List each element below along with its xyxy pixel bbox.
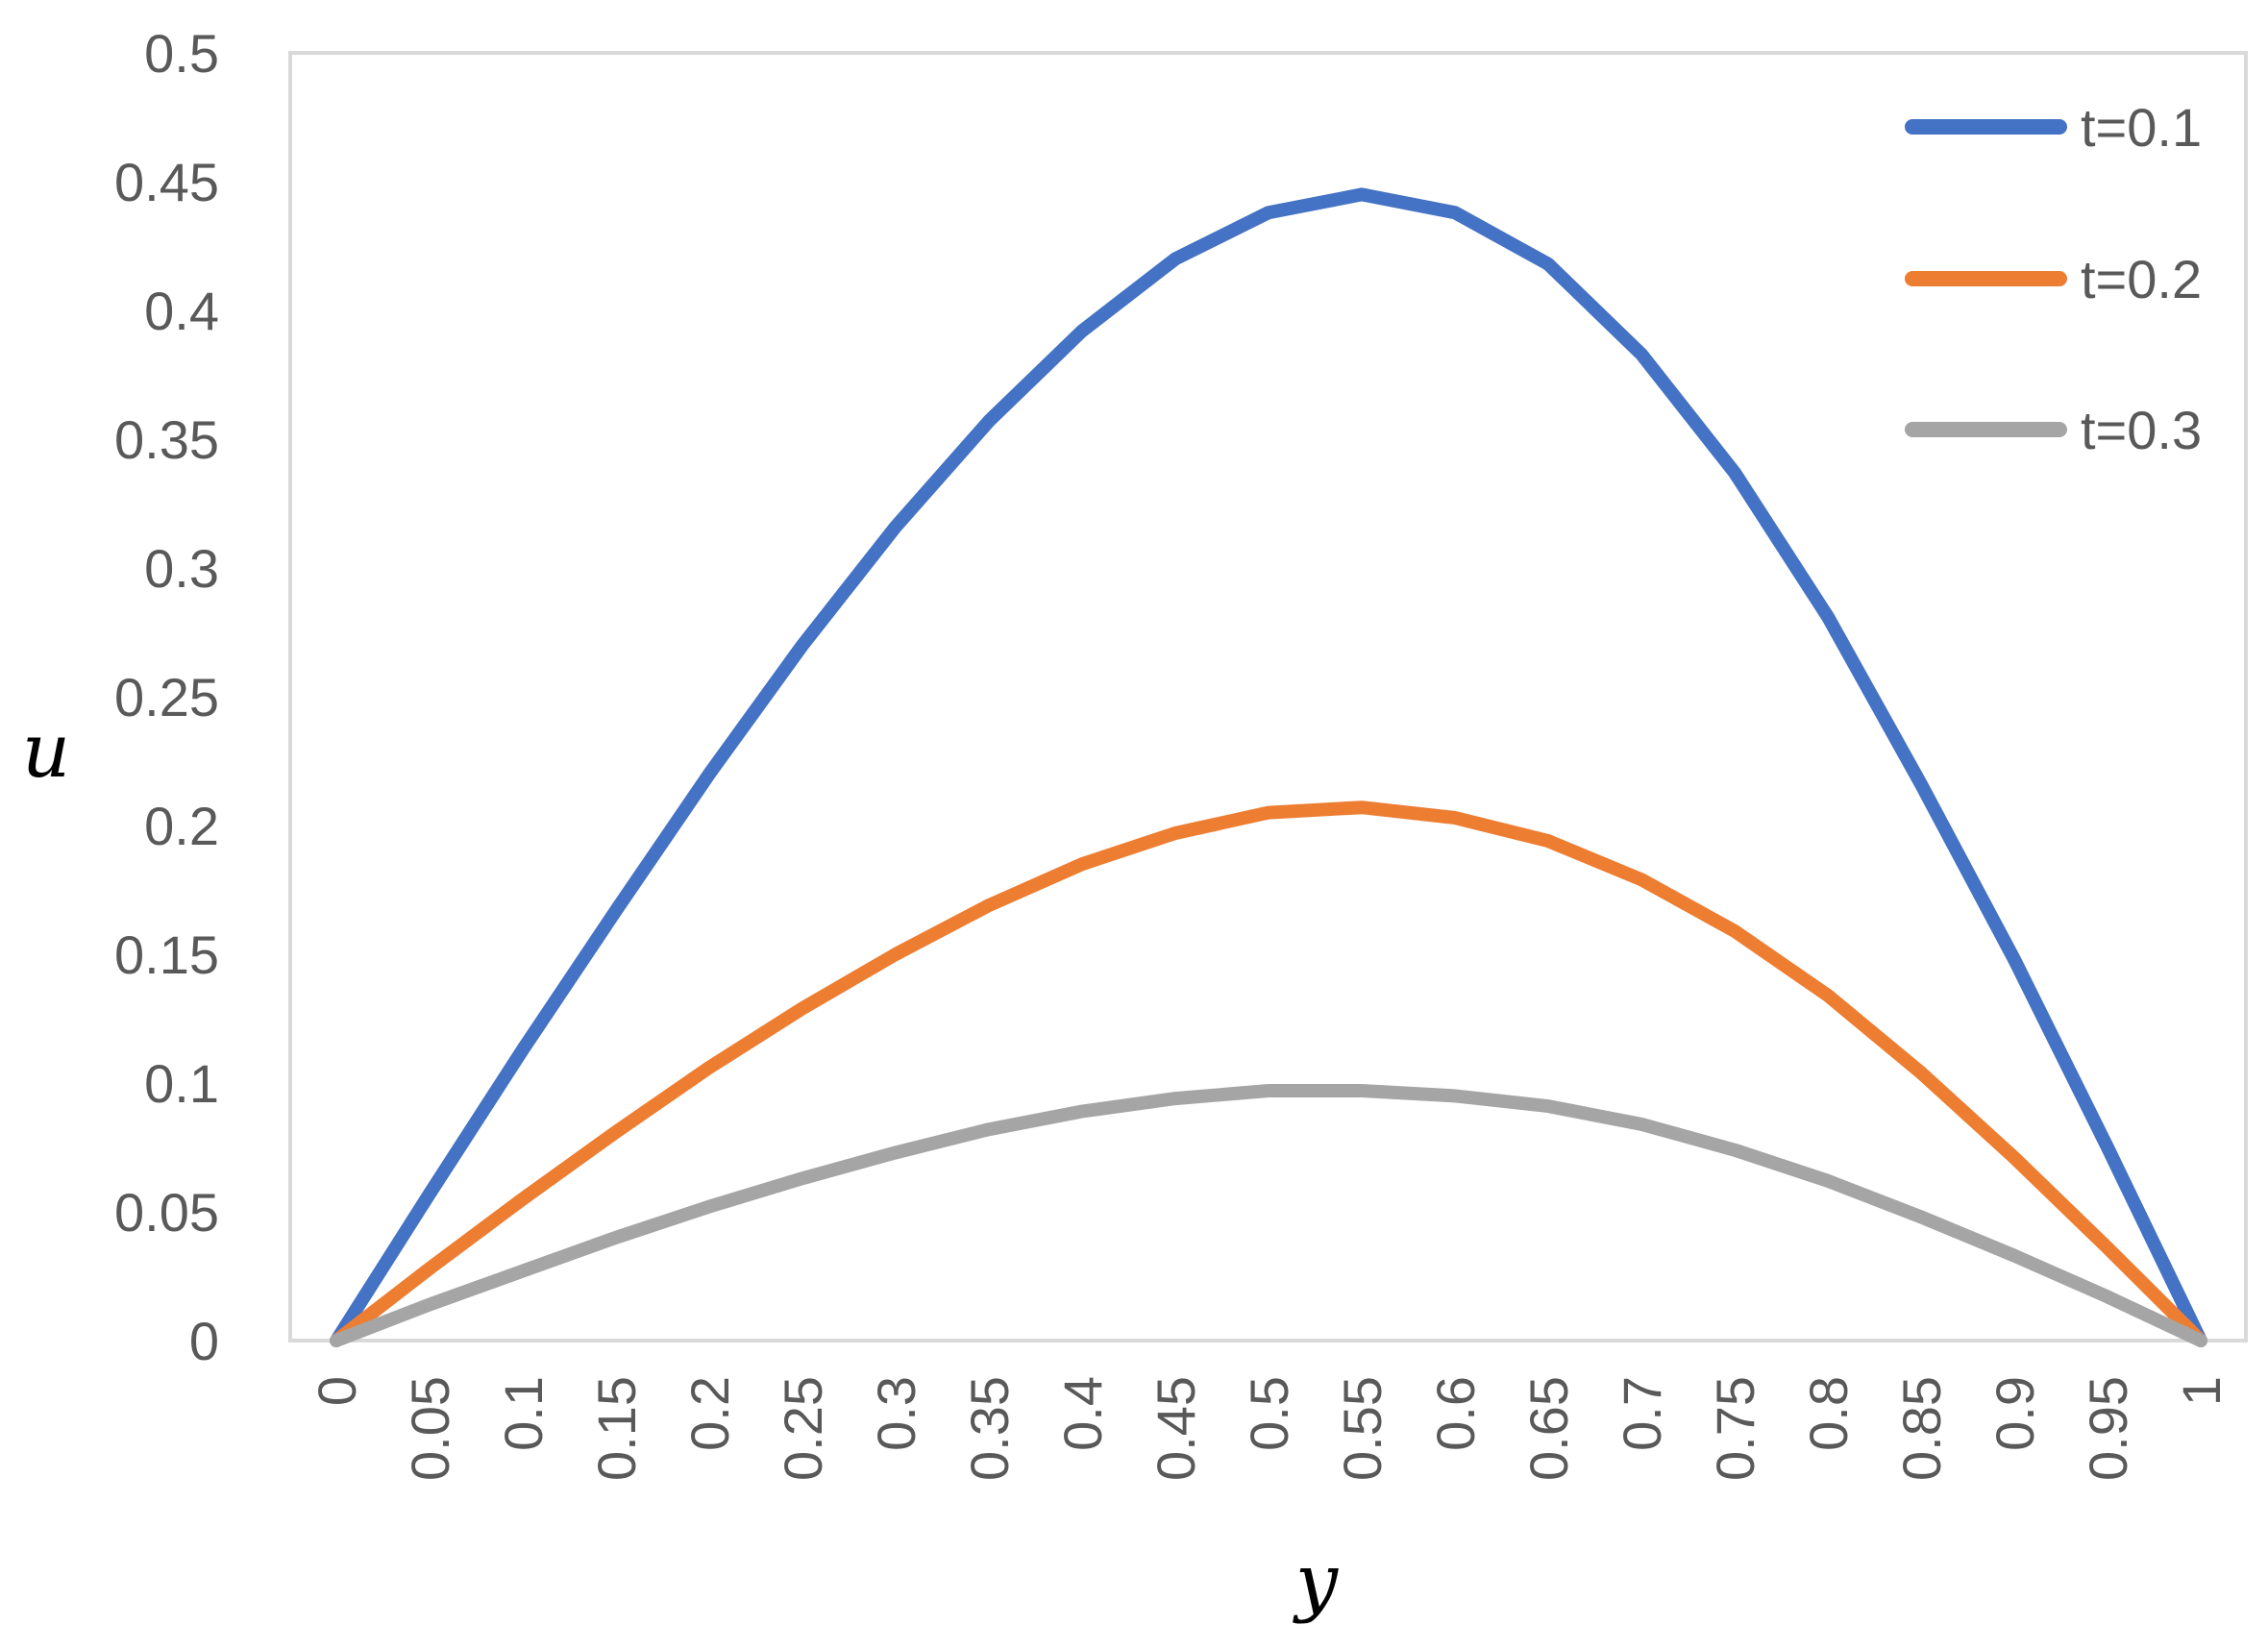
legend-label-3: t=0.3 <box>2081 400 2202 460</box>
x-tick-label: 0.95 <box>2078 1376 2138 1481</box>
y-tick-label: 0.35 <box>114 409 219 470</box>
y-axis-label: u <box>22 708 70 795</box>
x-tick-label: 0.45 <box>1146 1376 1206 1481</box>
y-tick-label: 0.1 <box>144 1053 219 1114</box>
x-tick-labels: 0 0.05 0.1 0.15 0.2 0.25 0.3 0.35 0.4 0.45 0.5 0.55… <box>307 1376 2231 1481</box>
series-line-1 <box>330 187 2207 1347</box>
y-tick-label: 0.3 <box>144 538 219 599</box>
legend: t=0.1 t=0.2 t=0.3 <box>1905 97 2202 460</box>
x-tick-label: 0.3 <box>866 1376 926 1451</box>
x-axis-label: y <box>1293 1539 1339 1625</box>
x-tick-label: 0.5 <box>1239 1376 1299 1451</box>
legend-label-1: t=0.1 <box>2081 97 2202 158</box>
x-tick-label: 0.35 <box>959 1376 1020 1481</box>
x-tick-label: 0.25 <box>773 1376 833 1481</box>
series-lines <box>330 187 2207 1347</box>
x-tick-label: 0 <box>307 1376 367 1406</box>
series-line-2 <box>330 800 2207 1347</box>
x-tick-label: 0.8 <box>1798 1376 1859 1451</box>
y-tick-label: 0.25 <box>114 667 219 727</box>
x-tick-label: 0.9 <box>1984 1376 2045 1451</box>
y-tick-labels: 0 0.05 0.1 0.15 0.2 0.25 0.3 0.35 0.4 0.45 0.5 <box>114 23 219 1371</box>
x-tick-label: 1 <box>2171 1376 2231 1406</box>
x-tick-label: 0.6 <box>1425 1376 1486 1451</box>
x-tick-label: 0.15 <box>586 1376 647 1481</box>
x-tick-label: 0.2 <box>679 1376 740 1451</box>
y-tick-label: 0.4 <box>144 281 219 341</box>
y-tick-label: 0.15 <box>114 924 219 985</box>
y-tick-label: 0.2 <box>144 796 219 856</box>
x-tick-label: 0.1 <box>493 1376 554 1451</box>
x-tick-label: 0.4 <box>1052 1376 1113 1451</box>
x-tick-label: 0.85 <box>1891 1376 1952 1481</box>
series-line-3 <box>330 1084 2207 1347</box>
x-tick-label: 0.7 <box>1612 1376 1672 1451</box>
x-tick-label: 0.55 <box>1332 1376 1393 1481</box>
legend-label-2: t=0.2 <box>2081 249 2202 309</box>
x-tick-label: 0.65 <box>1518 1376 1579 1481</box>
y-tick-label: 0 <box>189 1311 219 1371</box>
x-tick-label: 0.05 <box>400 1376 460 1481</box>
y-tick-label: 0.05 <box>114 1182 219 1243</box>
x-tick-label: 0.75 <box>1705 1376 1765 1481</box>
y-tick-label: 0.5 <box>144 23 219 84</box>
y-tick-label: 0.45 <box>114 152 219 212</box>
